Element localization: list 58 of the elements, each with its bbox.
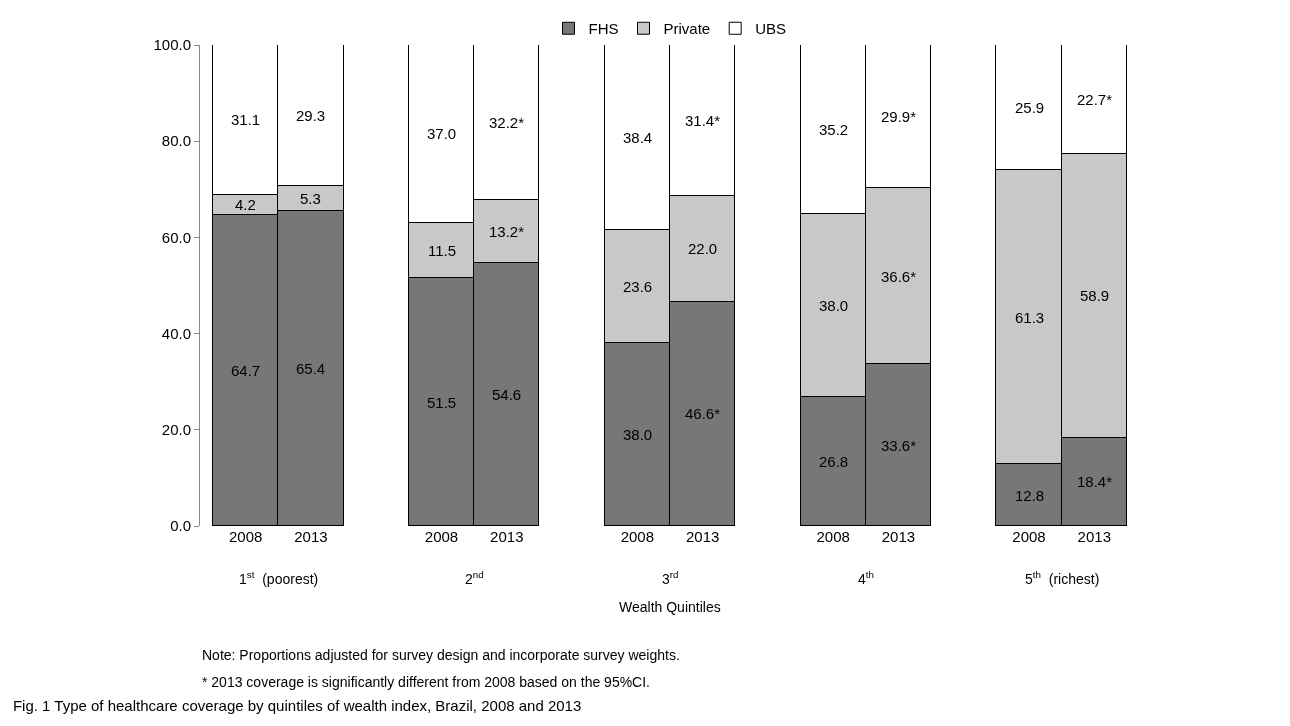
text: * 2013 coverage is significantly different from 2008 based on the 95%CI.	[202, 674, 651, 690]
data-label: 18.4*	[1077, 473, 1113, 490]
data-label: 22.0	[688, 240, 718, 257]
x-tick-label: 2013	[1077, 528, 1111, 545]
x-tick-label: 2013	[490, 528, 524, 545]
data-label: 22.7*	[1077, 91, 1113, 108]
y-tick-label: 80.0	[161, 132, 191, 150]
data-label: 12.8	[1015, 487, 1045, 504]
data-label: 61.3	[1015, 309, 1045, 326]
data-label: 51.5	[427, 394, 457, 411]
x-tick-label: 2008	[1012, 528, 1046, 545]
data-label: 31.1	[231, 111, 261, 128]
legend-label: FHS	[588, 20, 619, 38]
y-tick-label: 60.0	[161, 228, 191, 246]
x-tick-label: 2013	[685, 528, 720, 545]
legend-label: Private	[663, 20, 711, 38]
data-label: 38.0	[623, 426, 653, 443]
text: Fig. 1 Type of healthcare coverage by quintiles of wealth index, Brazil, 2008 and 2013	[12, 697, 582, 715]
x-tick-label: 2008	[620, 528, 655, 545]
data-label: 64.7	[231, 362, 261, 379]
y-tick-label: 100.0	[153, 36, 191, 54]
x-tick-label: 2013	[881, 528, 916, 545]
data-label: 13.2*	[489, 223, 525, 240]
data-label: 5.3	[300, 190, 321, 207]
data-label: 31.4*	[685, 112, 721, 129]
data-label: 38.0	[819, 297, 849, 314]
data-label: 65.4	[296, 360, 326, 377]
text: 2$^{nd}$	[465, 569, 484, 587]
data-label: 29.9*	[881, 108, 917, 125]
text: 5$^{th}$ (richest)	[1025, 569, 1100, 587]
data-label: 58.9	[1080, 287, 1110, 304]
data-label: 32.2*	[489, 114, 525, 131]
data-label: 35.2	[819, 121, 849, 138]
data-label: 54.6	[492, 386, 522, 403]
data-label: 36.6*	[881, 268, 917, 285]
text: 4$^{th}$	[858, 569, 874, 587]
data-label: 25.9	[1015, 99, 1045, 116]
data-label: 29.3	[296, 107, 326, 124]
y-tick-label: 20.0	[161, 421, 191, 439]
x-tick-label: 2008	[424, 528, 459, 545]
y-tick-label: 0.0	[170, 517, 191, 535]
data-label: 33.6*	[881, 437, 917, 454]
y-tick-label: 40.0	[161, 324, 191, 342]
x-axis-title: Wealth Quintiles	[619, 599, 721, 615]
x-tick-label: 2008	[229, 528, 263, 545]
text: Note: Proportions adjusted for survey design and incorporate survey weights.	[202, 647, 680, 663]
text: 1$^{st}$ (poorest)	[239, 569, 319, 587]
data-label: 38.4	[623, 129, 653, 146]
data-label: 4.2	[235, 196, 256, 213]
data-label: 46.6*	[685, 405, 721, 422]
data-label: 11.5	[428, 242, 457, 259]
x-tick-label: 2008	[816, 528, 850, 545]
text: 3$^{rd}$	[662, 569, 679, 587]
legend-label: UBS	[755, 20, 787, 38]
data-label: 37.0	[427, 125, 457, 142]
x-tick-label: 2013	[294, 528, 328, 545]
data-label: 23.6	[623, 278, 653, 295]
data-label: 26.8	[819, 453, 849, 470]
